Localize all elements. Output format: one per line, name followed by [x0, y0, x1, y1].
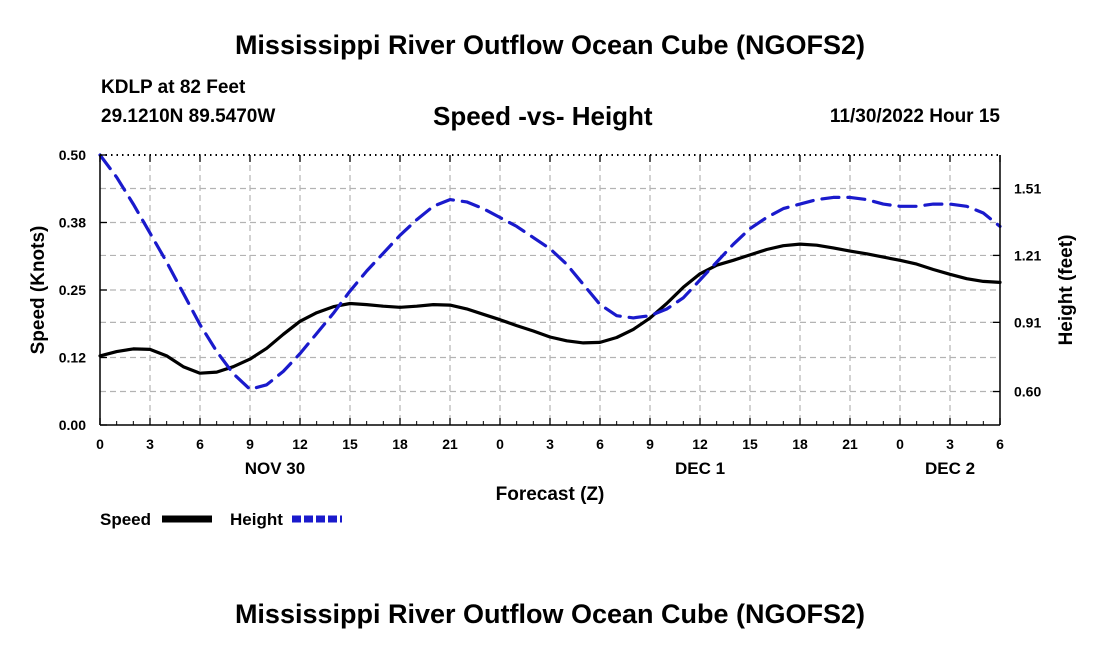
legend-label-speed: Speed: [100, 510, 151, 529]
station-label: KDLP at 82 Feet: [101, 77, 246, 98]
grid: [100, 155, 1000, 425]
legend: Speed Height: [100, 510, 342, 529]
date-label: DEC 1: [675, 459, 725, 478]
speed-height-chart: 0 3 6 9 12 15 18 21 0 3 6 9 12 15 18 21 0 3 6 NOV 30 DEC 1 DE…: [28, 147, 1077, 529]
chart-subtitle: Speed -vs- Height: [433, 101, 653, 131]
y-tick-label-left: 0.25: [59, 282, 86, 298]
x-tick-label: 15: [342, 436, 358, 452]
x-tick-label: 3: [546, 436, 554, 452]
x-tick-label: 0: [896, 436, 904, 452]
x-tick-label: 18: [392, 436, 408, 452]
date-label: DEC 2: [925, 459, 975, 478]
y-tick-label-left: 0.50: [59, 147, 86, 163]
x-tick-label: 6: [596, 436, 604, 452]
speed-series-line: [98, 242, 1002, 375]
x-tick-label: 6: [996, 436, 1004, 452]
x-tick-label: 6: [196, 436, 204, 452]
x-tick-label: 3: [946, 436, 954, 452]
x-tick-label: 15: [742, 436, 758, 452]
y-axis-title-left: Speed (Knots): [28, 226, 49, 355]
x-tick-label: 9: [246, 436, 254, 452]
y-tick-label-left: 0.12: [59, 350, 86, 366]
x-tick-label: 21: [842, 436, 858, 452]
y-axis-title-right: Height (feet): [1056, 235, 1077, 346]
height-series-line: [98, 153, 1002, 391]
date-label: NOV 30: [245, 459, 305, 478]
legend-label-height: Height: [230, 510, 283, 529]
y-tick-label-right: 0.60: [1014, 384, 1041, 400]
axis-labels: 0 3 6 9 12 15 18 21 0 3 6 9 12 15 18 21 0 3 6 NOV 30 DEC 1 DE…: [28, 147, 1077, 505]
forecast-datetime: 11/30/2022 Hour 15: [829, 106, 1000, 127]
y-tick-label-right: 1.51: [1014, 180, 1041, 196]
x-tick-label: 12: [692, 436, 708, 452]
axes: [99, 154, 1001, 426]
series-layer: [98, 153, 1002, 391]
x-tick-label: 9: [646, 436, 654, 452]
x-tick-label: 18: [792, 436, 808, 452]
x-tick-label: 0: [496, 436, 504, 452]
chart-title: Mississippi River Outflow Ocean Cube (NG…: [234, 30, 866, 60]
y-tick-label-right: 0.91: [1014, 314, 1041, 330]
y-tick-label-right: 1.21: [1014, 247, 1041, 263]
x-tick-label: 21: [442, 436, 458, 452]
station-coordinates: 29.1210N 89.5470W: [101, 106, 276, 127]
footer-title: Mississippi River Outflow Ocean Cube (NG…: [234, 599, 866, 629]
y-tick-label-left: 0.00: [59, 417, 86, 433]
x-tick-label: 3: [146, 436, 154, 452]
x-tick-label: 12: [292, 436, 308, 452]
y-tick-label-left: 0.38: [59, 215, 86, 231]
x-tick-label: 0: [96, 436, 104, 452]
x-axis-title: Forecast (Z): [496, 484, 605, 505]
